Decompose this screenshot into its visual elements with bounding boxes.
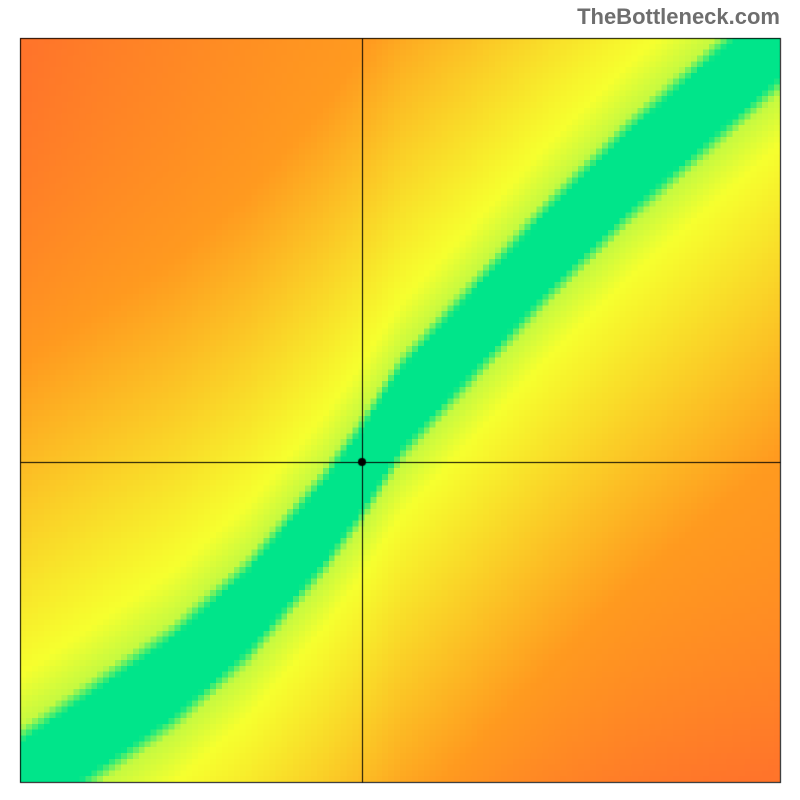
chart-container: TheBottleneck.com: [0, 0, 800, 800]
bottleneck-heatmap: [20, 38, 780, 782]
watermark-text: TheBottleneck.com: [577, 4, 780, 30]
